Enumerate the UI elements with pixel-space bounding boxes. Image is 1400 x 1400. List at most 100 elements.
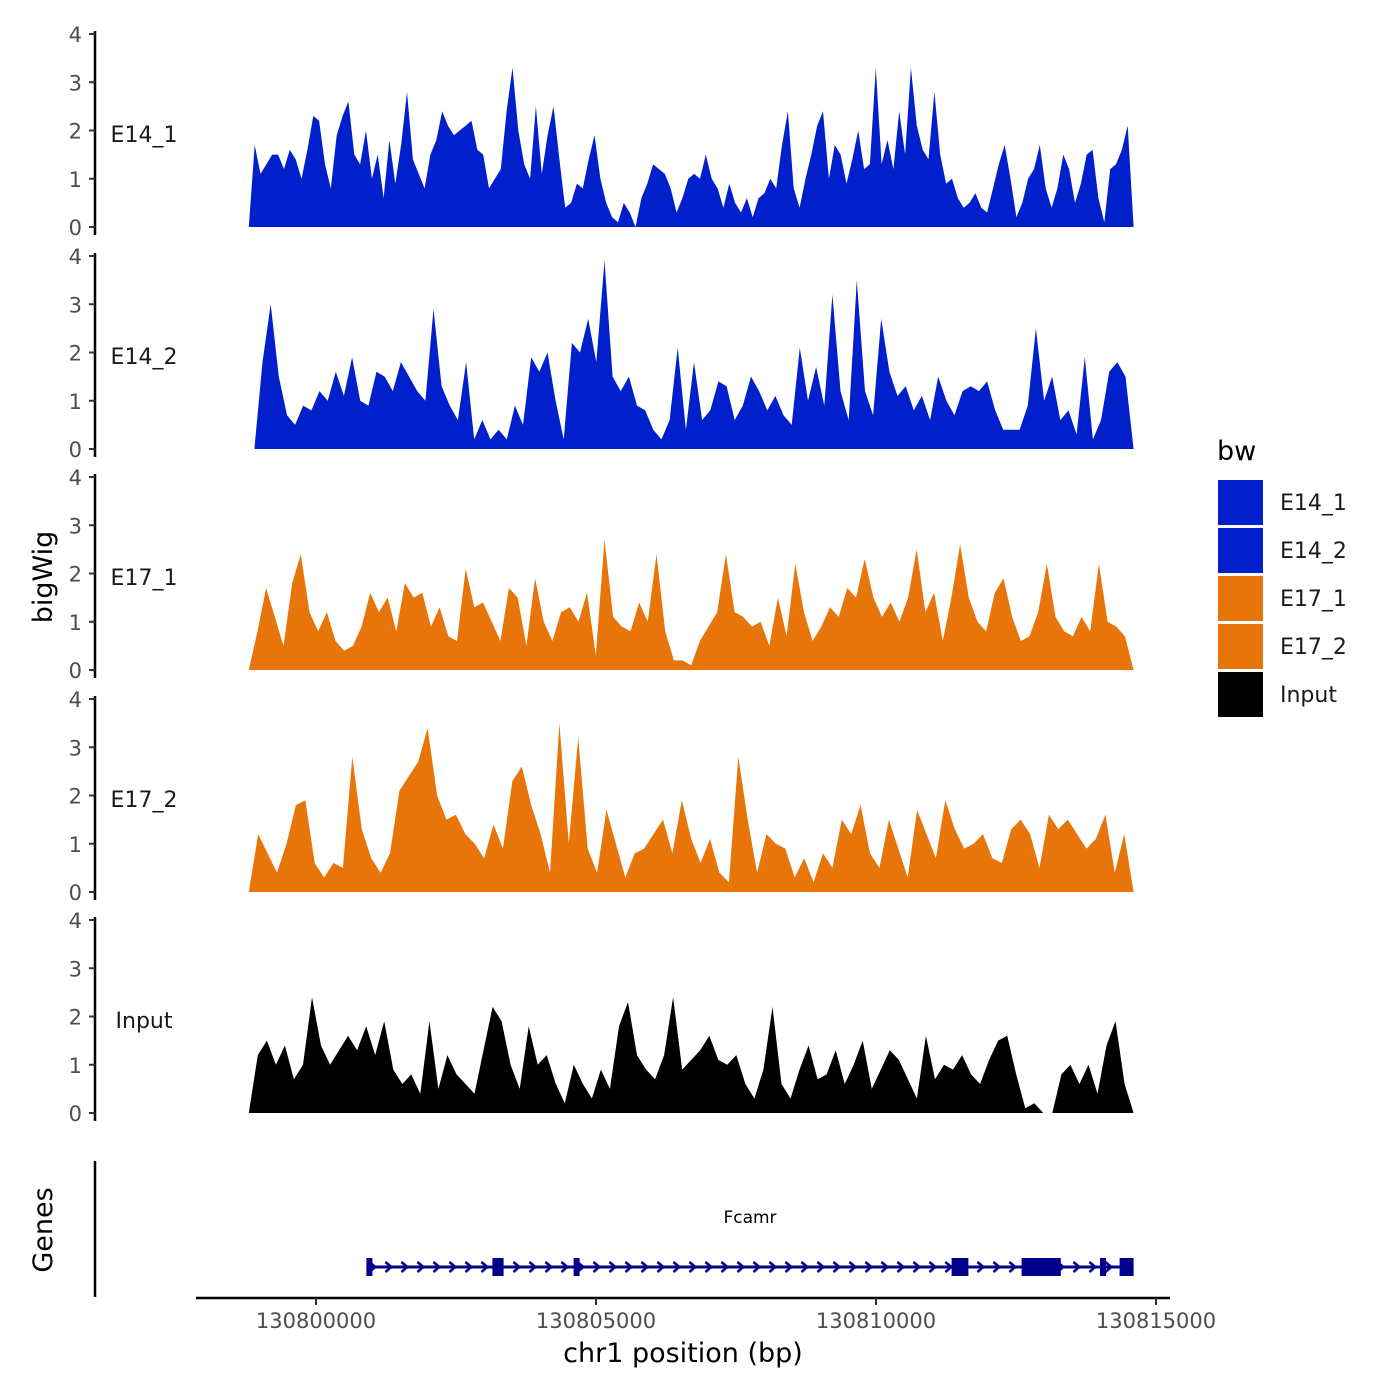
strand-arrow (912, 1261, 922, 1273)
x-tick-label: 130810000 (816, 1309, 936, 1333)
y-tick-label: 3 (69, 71, 82, 95)
legend-label: E17_1 (1280, 587, 1347, 612)
strand-arrow (1104, 1261, 1114, 1273)
strand-arrow (624, 1261, 634, 1273)
y-tick-label: 2 (69, 120, 82, 144)
y-tick-label: 1 (69, 611, 82, 635)
gene-name-label: Fcamr (723, 1208, 776, 1228)
strand-arrow (688, 1261, 698, 1273)
y-tick-label: 2 (69, 1006, 82, 1030)
legend-label: E14_1 (1280, 491, 1347, 516)
y-tick-label: 4 (69, 466, 82, 490)
track-label: E17_1 (111, 566, 178, 591)
y-tick-label: 0 (69, 1102, 82, 1126)
strand-arrow (1008, 1261, 1018, 1273)
y-tick-label: 4 (69, 909, 82, 933)
y-tick-label: 1 (69, 1054, 82, 1078)
track-label: E17_2 (111, 788, 178, 813)
strand-arrow (720, 1261, 730, 1273)
strand-arrow (736, 1261, 746, 1273)
strand-arrow (528, 1261, 538, 1273)
gene-exon (951, 1258, 969, 1276)
strand-arrow (928, 1261, 938, 1273)
strand-arrow (800, 1261, 810, 1273)
gene-exon (573, 1258, 580, 1276)
legend-label: E17_2 (1280, 635, 1347, 660)
strand-arrow (944, 1261, 954, 1273)
signal-area (248, 723, 1134, 892)
legend-entry-input: Input (1218, 672, 1337, 717)
strand-arrow (816, 1261, 826, 1273)
x-axis-title: chr1 position (bp) (563, 1338, 803, 1369)
legend-entry-e17_2: E17_2 (1218, 624, 1347, 669)
gene-exon (1100, 1258, 1106, 1276)
legend: bw E14_1 E14_2 E17_1 E17_2 Input (1217, 436, 1347, 717)
signal-tracks: 0 1 2 3 4 E14_1 0 1 2 3 4 E14_2 0 1 2 3 4 E17_1 0 1 2 3 4 E17_2… (69, 23, 1134, 1126)
genes-axis-title: Genes (28, 1187, 59, 1272)
y-tick-label: 3 (69, 293, 82, 317)
strand-arrow (896, 1261, 906, 1273)
legend-swatch (1218, 480, 1263, 525)
gene-exon (492, 1258, 504, 1276)
strand-arrow (480, 1261, 490, 1273)
x-axis: 130800000 130805000 130810000 130815000 (196, 1296, 1216, 1333)
strand-arrow (864, 1261, 874, 1273)
y-tick-label: 1 (69, 833, 82, 857)
x-tick-label: 130805000 (536, 1309, 656, 1333)
strand-arrow (976, 1261, 986, 1273)
strand-arrow (432, 1261, 442, 1273)
legend-entry-e17_1: E17_1 (1218, 576, 1347, 621)
strand-arrow (992, 1261, 1002, 1273)
legend-entry-e14_2: E14_2 (1218, 528, 1347, 573)
strand-arrow (384, 1261, 394, 1273)
strand-arrow (448, 1261, 458, 1273)
gene-exon (366, 1258, 373, 1276)
strand-arrow (464, 1261, 474, 1273)
y-tick-label: 1 (69, 390, 82, 414)
signal-area (248, 67, 1134, 227)
legend-swatch (1218, 528, 1263, 573)
y-tick-label: 4 (69, 245, 82, 269)
track-e17_2: 0 1 2 3 4 E17_2 (69, 688, 1134, 905)
legend-entry-e14_1: E14_1 (1218, 480, 1347, 525)
gene-exon (1119, 1258, 1134, 1276)
strand-arrow (832, 1261, 842, 1273)
y-tick-label: 4 (69, 688, 82, 712)
strand-arrow (560, 1261, 570, 1273)
track-e14_1: 0 1 2 3 4 E14_1 (69, 23, 1134, 240)
y-tick-label: 3 (69, 514, 82, 538)
strand-arrow (1072, 1261, 1082, 1273)
track-label: Input (116, 1009, 173, 1034)
y-tick-label: 2 (69, 563, 82, 587)
strand-arrow (784, 1261, 794, 1273)
strand-arrow (640, 1261, 650, 1273)
y-tick-label: 2 (69, 342, 82, 366)
strand-arrow (608, 1261, 618, 1273)
strand-arrow (672, 1261, 682, 1273)
track-label: E14_1 (111, 123, 178, 148)
y-tick-label: 2 (69, 785, 82, 809)
y-tick-label: 0 (69, 438, 82, 462)
legend-swatch (1218, 624, 1263, 669)
track-e17_1: 0 1 2 3 4 E17_1 (69, 466, 1134, 683)
signal-area (248, 539, 1134, 670)
x-tick-label: 130815000 (1096, 1309, 1216, 1333)
y-tick-label: 3 (69, 736, 82, 760)
strand-arrow (592, 1261, 602, 1273)
legend-title: bw (1217, 436, 1256, 467)
strand-arrow (416, 1261, 426, 1273)
strand-arrow (880, 1261, 890, 1273)
gene-track: Fcamr (93, 1161, 1134, 1297)
strand-arrow (752, 1261, 762, 1273)
y-tick-label: 1 (69, 168, 82, 192)
signal-area (248, 997, 1134, 1113)
strand-arrow (1088, 1261, 1098, 1273)
track-e14_2: 0 1 2 3 4 E14_2 (69, 245, 1134, 462)
y-tick-label: 0 (69, 881, 82, 905)
y-tick-label: 3 (69, 957, 82, 981)
y-axis-title: bigWig (28, 531, 59, 624)
strand-arrow (544, 1261, 554, 1273)
y-tick-label: 0 (69, 659, 82, 683)
legend-swatch (1218, 576, 1263, 621)
